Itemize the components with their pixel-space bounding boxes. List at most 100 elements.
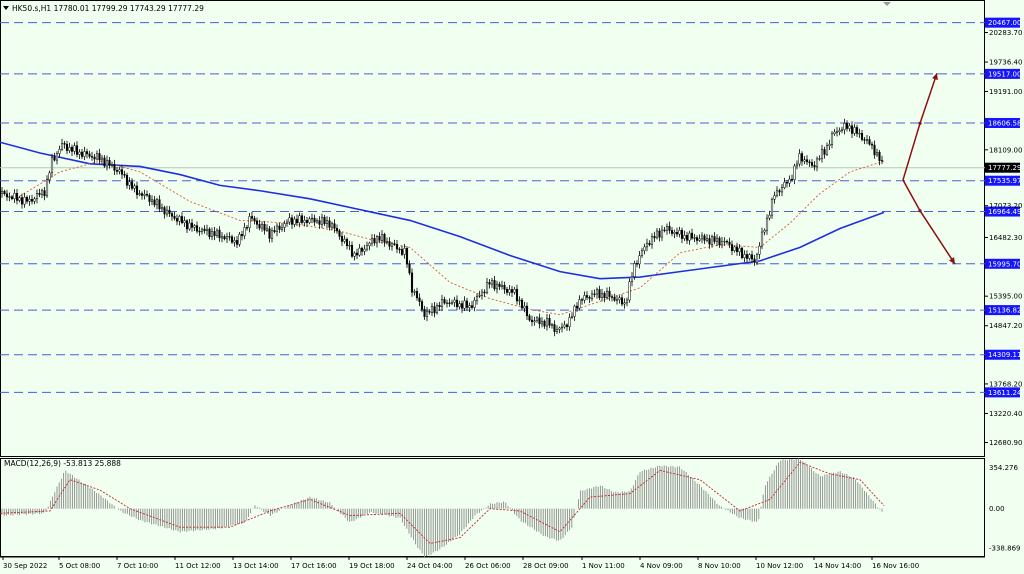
level-label: 18606.58 [988,119,1021,127]
candle-body [225,236,229,240]
candle-body [428,311,431,313]
dropdown-triangle-icon[interactable] [3,6,9,10]
candle-body [738,247,741,253]
scroll-marker-icon[interactable] [883,2,891,6]
candle-body [273,230,276,232]
time-axis-label: 17 Oct 16:00 [291,562,337,570]
horizontal-levels[interactable]: 20467.00 19517.00 18606.58 17535.97 16964.49… [0,17,1022,398]
price-tick-label: 17073.20 [989,202,1022,210]
candle-body [203,228,206,232]
candle-body [748,254,751,259]
level-label-box [985,206,1020,217]
candle-body [288,217,291,223]
candle-body [505,289,509,293]
candle-body [255,220,259,225]
level-label-box [985,68,1020,79]
candle-body [790,178,794,181]
candle-body [303,220,306,223]
candle-body [560,326,564,329]
candle-body [148,194,151,202]
candle-body [610,296,614,298]
candle-body [675,231,679,235]
candle-body [703,235,706,241]
candle-body [773,195,776,200]
candle-body [113,164,116,171]
level-label: 15136.82 [988,307,1021,315]
time-axis-label: 11 Oct 12:00 [175,562,221,570]
candle-body [240,233,244,237]
candle-body [163,207,166,215]
candle-body [708,238,711,245]
level-label-box [985,175,1020,186]
candle-body [210,231,214,238]
level-label: 17535.97 [988,177,1021,185]
candle-body [618,297,621,301]
candle-body [178,216,181,222]
projection-arrows[interactable] [902,72,956,265]
candle-body [740,247,744,258]
candle-body [688,232,691,241]
candle-body [705,238,709,241]
candle-body [568,317,571,327]
candle-body [183,220,186,223]
price-tick-label: 19191.00 [989,88,1022,96]
candle-body [570,316,574,318]
candle-body [853,127,856,134]
candle-body [100,157,104,161]
candle-body [423,309,426,317]
candle-body [545,318,549,327]
candle-body [823,149,826,155]
candle-body [230,236,234,243]
candle-body [580,299,584,301]
candle-body [833,131,836,135]
candle-body [180,216,184,223]
candle-body [735,246,739,253]
candle-body [295,218,299,224]
current-price-label: 17777.29 [988,164,1021,172]
candle-body [540,320,544,325]
candle-body [510,289,514,293]
candle-body [413,291,416,293]
time-axis-label: 26 Oct 06:00 [465,562,511,570]
level-label: 13611.24 [988,389,1022,397]
candle-body [468,305,471,308]
candle-body [550,324,554,326]
candle-body [350,245,354,257]
candle-body [20,197,24,205]
candle-body [768,214,771,219]
candle-body [535,317,539,321]
time-axis-labels: 30 Sep 2022 5 Oct 08:00 7 Oct 10:00 11 Oct … [2,557,919,570]
candle-body [875,152,879,156]
candle-body [483,291,486,294]
candle-body [80,151,84,157]
time-axis-label: 14 Nov 14:00 [814,562,861,570]
candle-body [815,158,819,168]
candle-body [120,169,124,175]
candle-body [393,243,396,245]
candle-body [265,228,269,231]
time-axis-label: 8 Nov 10:00 [698,562,741,570]
candle-body [648,242,651,245]
projection-node [918,209,922,213]
candle-body [758,245,761,255]
candle-body [38,193,41,195]
candle-body [415,291,419,299]
candle-body [160,207,164,210]
candle-body [503,285,506,290]
candle-body [345,238,349,246]
candle-body [520,299,524,309]
candle-body [445,302,449,304]
candle-body [685,235,689,241]
candle-body [750,254,754,260]
candle-body [360,247,364,252]
candle-body [10,196,14,200]
candle-body [470,305,474,308]
candle-body [253,218,256,222]
time-axis-label: 7 Oct 10:00 [117,562,158,570]
candle-body [478,295,481,297]
candle-body [565,324,569,327]
candle-body [320,216,324,225]
candle-body [23,197,26,205]
candle-body [65,143,69,151]
